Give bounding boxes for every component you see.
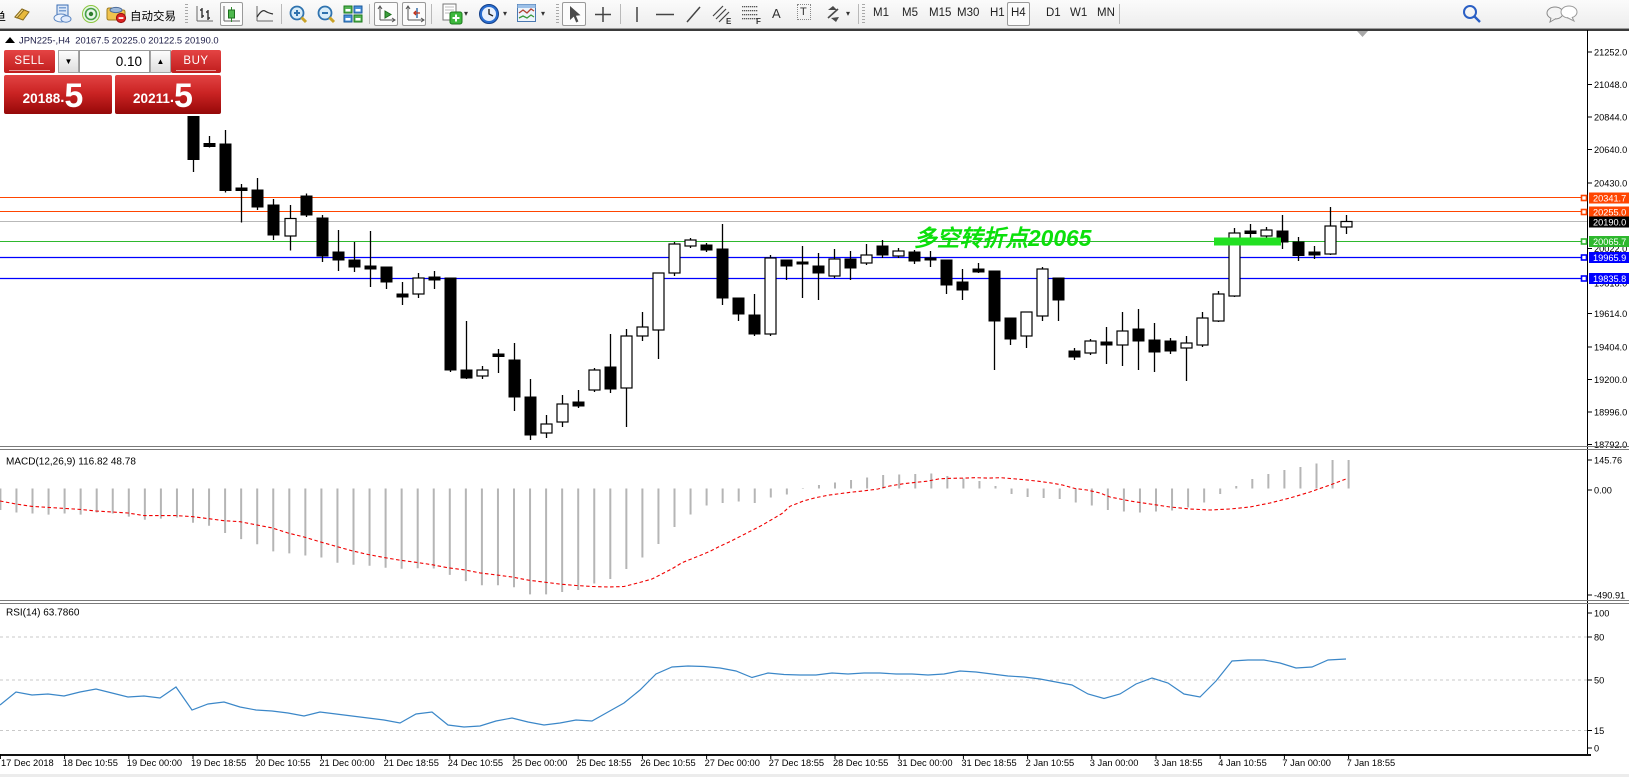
svg-text:21 Dec 00:00: 21 Dec 00:00	[319, 758, 374, 768]
svg-text:21048.0: 21048.0	[1594, 80, 1627, 90]
svg-text:27 Dec 18:55: 27 Dec 18:55	[769, 758, 824, 768]
svg-text:27 Dec 00:00: 27 Dec 00:00	[705, 758, 760, 768]
svg-text:19835.8: 19835.8	[1593, 274, 1626, 284]
svg-text:28 Dec 10:55: 28 Dec 10:55	[833, 758, 888, 768]
svg-text:20640.0: 20640.0	[1594, 145, 1627, 155]
svg-text:18792.0: 18792.0	[1594, 440, 1627, 450]
svg-text:19200.0: 19200.0	[1594, 375, 1627, 385]
svg-text:20065.7: 20065.7	[1593, 237, 1626, 247]
svg-text:7 Jan 18:55: 7 Jan 18:55	[1347, 758, 1396, 768]
svg-text:21252.0: 21252.0	[1594, 47, 1627, 57]
svg-text:MACD(12,26,9) 116.82 48.78: MACD(12,26,9) 116.82 48.78	[6, 457, 136, 468]
svg-text:19 Dec 18:55: 19 Dec 18:55	[191, 758, 246, 768]
svg-text:21 Dec 18:55: 21 Dec 18:55	[384, 758, 439, 768]
svg-text:2 Jan 10:55: 2 Jan 10:55	[1026, 758, 1075, 768]
svg-text:多空转折点20065: 多空转折点20065	[914, 225, 1092, 251]
svg-text:18 Dec 10:55: 18 Dec 10:55	[63, 758, 118, 768]
svg-text:31 Dec 00:00: 31 Dec 00:00	[897, 758, 952, 768]
svg-text:50: 50	[1594, 675, 1604, 685]
svg-text:145.76: 145.76	[1594, 455, 1622, 465]
svg-text:3 Jan 18:55: 3 Jan 18:55	[1154, 758, 1203, 768]
svg-text:100: 100	[1594, 608, 1609, 618]
svg-text:19614.0: 19614.0	[1594, 309, 1627, 319]
svg-text:-490.91: -490.91	[1594, 590, 1625, 600]
svg-text:4 Jan 10:55: 4 Jan 10:55	[1218, 758, 1267, 768]
svg-text:0: 0	[1594, 743, 1599, 753]
svg-text:20 Dec 10:55: 20 Dec 10:55	[255, 758, 310, 768]
svg-text:25 Dec 00:00: 25 Dec 00:00	[512, 758, 567, 768]
svg-text:F: F	[756, 17, 761, 26]
svg-text:19404.0: 19404.0	[1594, 342, 1627, 352]
svg-text:JPN225-,H4 20167.5 20225.0 20: JPN225-,H4 20167.5 20225.0 20122.5 20190…	[19, 35, 219, 46]
svg-text:18996.0: 18996.0	[1594, 407, 1627, 417]
svg-text:17 Dec 2018: 17 Dec 2018	[1, 758, 54, 768]
svg-text:19 Dec 00:00: 19 Dec 00:00	[127, 758, 182, 768]
svg-text:20844.0: 20844.0	[1594, 112, 1627, 122]
svg-text:20341.7: 20341.7	[1593, 193, 1626, 203]
svg-text:80: 80	[1594, 632, 1604, 642]
svg-text:20190.0: 20190.0	[1593, 217, 1626, 227]
svg-text:20255.0: 20255.0	[1593, 207, 1626, 217]
svg-text:25 Dec 18:55: 25 Dec 18:55	[576, 758, 631, 768]
svg-text:15: 15	[1594, 726, 1604, 736]
svg-text:RSI(14) 63.7860: RSI(14) 63.7860	[6, 608, 80, 619]
svg-text:26 Dec 10:55: 26 Dec 10:55	[640, 758, 695, 768]
svg-text:24 Dec 10:55: 24 Dec 10:55	[448, 758, 503, 768]
svg-text:20430.0: 20430.0	[1594, 178, 1627, 188]
svg-text:19965.9: 19965.9	[1593, 253, 1626, 263]
svg-text:E: E	[726, 17, 732, 26]
svg-text:3 Jan 00:00: 3 Jan 00:00	[1090, 758, 1139, 768]
svg-text:0.00: 0.00	[1594, 485, 1612, 495]
svg-text:20022.0: 20022.0	[1594, 244, 1627, 254]
svg-text:7 Jan 00:00: 7 Jan 00:00	[1282, 758, 1331, 768]
svg-text:31 Dec 18:55: 31 Dec 18:55	[961, 758, 1016, 768]
